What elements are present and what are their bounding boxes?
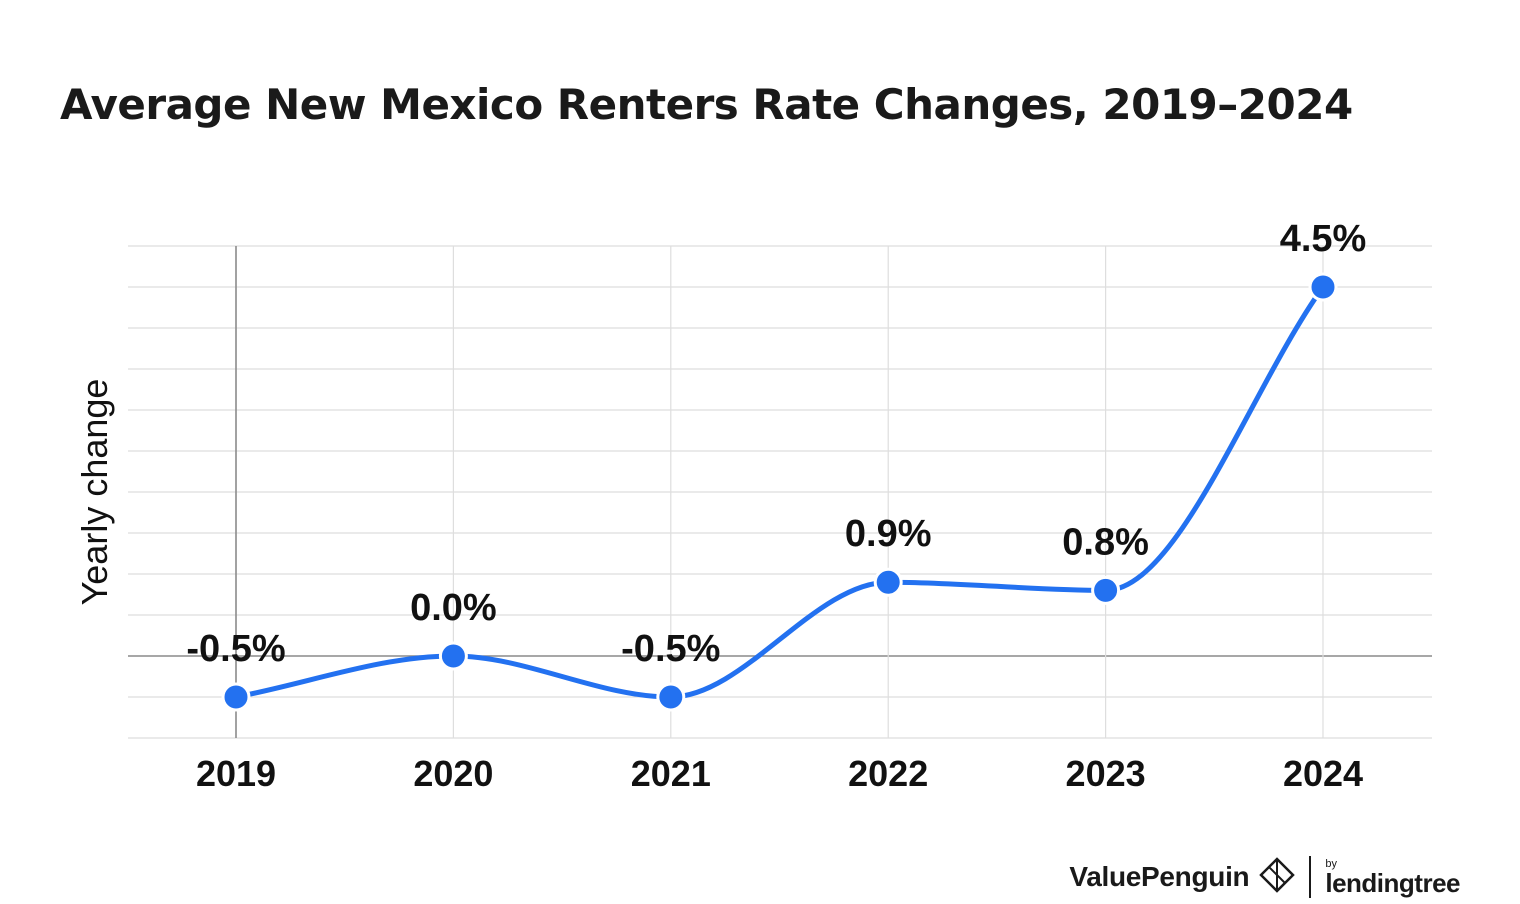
chart-title: Average New Mexico Renters Rate Changes,… [60, 80, 1353, 129]
series [221, 272, 1338, 712]
data-point [438, 641, 468, 671]
data-point [873, 567, 903, 597]
data-point [1308, 272, 1338, 302]
penguin-diamond-icon [1259, 856, 1296, 898]
x-tick-label: 2023 [1066, 753, 1146, 794]
data-label: 4.5% [1280, 218, 1367, 260]
data-label: 0.9% [845, 513, 932, 555]
data-labels: -0.5% 0.0% -0.5% 0.9% 0.8% 4.5% [186, 218, 1366, 670]
horizontal-gridlines [128, 245, 1432, 739]
x-tick-label: 2020 [413, 753, 493, 794]
x-tick-labels: 2019 2020 2021 2022 2023 2024 [196, 753, 1363, 794]
data-label: 0.0% [410, 587, 497, 629]
x-tick-label: 2022 [848, 753, 928, 794]
data-point [1091, 575, 1121, 605]
brand-by: by [1325, 857, 1337, 870]
brand-parent: lendingtree [1325, 867, 1460, 898]
data-label: -0.5% [186, 628, 285, 670]
brand-logo: ValuePenguin by lendingtree [1069, 856, 1460, 898]
x-tick-label: 2019 [196, 753, 276, 794]
data-label: 0.8% [1062, 521, 1149, 563]
brand-divider [1309, 856, 1312, 898]
x-tick-label: 2021 [631, 753, 711, 794]
data-point [221, 682, 251, 712]
brand-primary: ValuePenguin [1069, 861, 1250, 892]
brand-secondary: by lendingtree [1325, 857, 1460, 898]
data-point [656, 682, 686, 712]
y-axis-label: Yearly change [74, 379, 115, 606]
data-label: -0.5% [621, 628, 720, 670]
vertical-gridlines [235, 246, 1324, 738]
x-tick-label: 2024 [1283, 753, 1363, 794]
